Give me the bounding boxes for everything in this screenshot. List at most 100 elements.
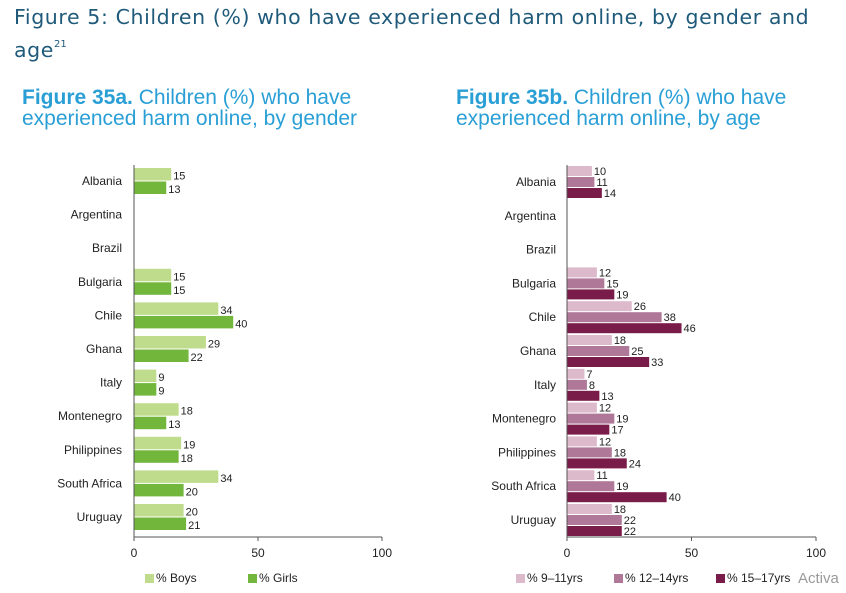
- gender-category-label: Argentina: [71, 208, 123, 222]
- age-legend-label: % 15–17yrs: [727, 571, 790, 585]
- age-data-label: 25: [631, 346, 643, 358]
- chart-b-heading: Figure 35b. Children (%) who have experi…: [456, 87, 846, 129]
- age-data-label: 10: [594, 166, 606, 178]
- gender-bar: [134, 268, 172, 282]
- age-data-label: 24: [629, 458, 641, 470]
- gender-legend-swatch: [145, 574, 154, 583]
- age-legend-label: % 9–11yrs: [527, 571, 583, 585]
- gender-bar: [134, 504, 184, 517]
- age-category-label: Chile: [529, 310, 557, 324]
- age-bar: [567, 278, 605, 289]
- age-bar: [567, 346, 630, 356]
- gender-category-label: Chile: [95, 308, 123, 322]
- gender-data-label: 13: [168, 184, 180, 196]
- age-category-label: South Africa: [491, 479, 556, 493]
- age-category-label: Uruguay: [511, 513, 556, 527]
- gender-bar: [134, 436, 182, 450]
- gender-legend-label: % Boys: [156, 571, 197, 585]
- age-legend-swatch: [516, 574, 525, 583]
- age-bar: [567, 413, 615, 424]
- age-bar: [567, 357, 650, 367]
- gender-bar: [134, 181, 167, 194]
- gender-data-label: 20: [186, 507, 198, 519]
- age-category-label: Italy: [534, 378, 556, 392]
- age-data-label: 7: [586, 369, 592, 381]
- age-data-label: 38: [664, 312, 676, 324]
- age-data-label: 8: [589, 380, 595, 392]
- age-data-label: 19: [616, 481, 628, 493]
- gender-bar: [134, 470, 219, 483]
- gender-data-label: 13: [168, 419, 180, 431]
- gender-category-label: South Africa: [57, 476, 122, 490]
- age-tick-label: 0: [564, 546, 571, 560]
- age-bar: [567, 458, 627, 469]
- age-bar: [567, 526, 622, 536]
- gender-bar: [134, 383, 157, 396]
- gender-legend-swatch: [248, 574, 257, 583]
- age-data-label: 11: [596, 470, 607, 482]
- age-bar: [567, 166, 592, 176]
- age-data-label: 18: [614, 504, 626, 516]
- age-data-label: 17: [611, 425, 623, 437]
- gender-data-label: 15: [173, 271, 185, 283]
- age-bar: [567, 402, 597, 413]
- age-bar: [567, 504, 612, 514]
- age-data-label: 12: [599, 403, 611, 415]
- chart-b-heading-line-2: experienced harm online, by age: [456, 107, 761, 130]
- age-category-label: Philippines: [498, 445, 556, 459]
- age-legend-swatch: [716, 574, 725, 583]
- age-data-label: 13: [601, 391, 613, 403]
- gender-data-label: 29: [208, 339, 220, 351]
- gender-bar: [134, 168, 172, 181]
- age-bar: [567, 379, 587, 390]
- age-bar: [567, 323, 682, 334]
- age-bar: [567, 390, 600, 401]
- chart-a-heading-line-1: Children (%) who have: [132, 86, 352, 109]
- gender-data-label: 19: [183, 439, 195, 451]
- age-data-label: 33: [651, 357, 663, 369]
- age-legend-swatch: [614, 574, 623, 583]
- gender-bar: [134, 403, 179, 416]
- chart-a-heading: Figure 35a. Children (%) who have experi…: [22, 87, 422, 129]
- gender-tick-label: 100: [372, 546, 392, 560]
- gender-data-label: 18: [181, 453, 193, 465]
- gender-data-label: 21: [188, 520, 200, 532]
- page-title: Figure 5: Children (%) who have experien…: [14, 4, 846, 64]
- age-bar: [567, 436, 597, 447]
- age-bar: [567, 492, 667, 503]
- gender-data-label: 22: [191, 352, 203, 364]
- footnote-ref: 21: [54, 39, 67, 50]
- age-category-label: Montenegro: [492, 412, 556, 426]
- age-category-label: Ghana: [520, 344, 556, 358]
- gender-category-label: Brazil: [92, 241, 122, 255]
- age-bar: [567, 424, 610, 435]
- age-bar: [567, 481, 615, 492]
- chart-a-heading-line-2: experienced harm online, by gender: [22, 107, 358, 130]
- gender-category-label: Montenegro: [58, 409, 122, 423]
- age-data-label: 26: [634, 301, 646, 313]
- age-bar: [567, 368, 585, 379]
- gender-category-label: Italy: [100, 376, 122, 390]
- activation-watermark: Activa: [798, 570, 839, 587]
- gender-category-label: Philippines: [64, 443, 122, 457]
- age-tick-label: 50: [685, 546, 699, 560]
- age-bar: [567, 470, 595, 481]
- age-data-label: 12: [599, 267, 611, 279]
- age-bar: [567, 289, 615, 300]
- age-data-label: 40: [669, 492, 681, 504]
- gender-bar: [134, 315, 234, 329]
- age-data-label: 18: [614, 335, 626, 347]
- age-legend-label: % 12–14yrs: [625, 571, 688, 585]
- age-bar: [567, 312, 662, 323]
- gender-category-label: Uruguay: [77, 510, 122, 524]
- age-data-label: 22: [624, 526, 636, 538]
- age-data-label: 46: [684, 323, 696, 335]
- age-category-label: Argentina: [505, 209, 557, 223]
- age-data-label: 19: [616, 289, 628, 301]
- gender-tick-label: 0: [131, 546, 138, 560]
- age-data-label: 14: [604, 188, 616, 200]
- age-category-label: Albania: [516, 175, 556, 189]
- age-data-label: 11: [596, 177, 607, 189]
